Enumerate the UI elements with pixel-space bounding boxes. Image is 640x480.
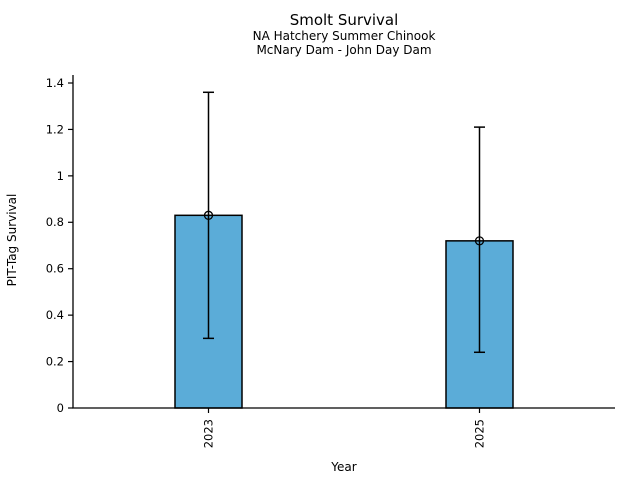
chart-subtitle-line2: McNary Dam - John Day Dam bbox=[256, 43, 431, 57]
x-axis-label: Year bbox=[330, 460, 356, 474]
bars-group bbox=[174, 214, 514, 409]
error-bars-group bbox=[203, 91, 485, 354]
y-tick-label: 0 bbox=[57, 401, 64, 415]
y-tick-label: 0.4 bbox=[46, 308, 64, 322]
x-tick-label: 2025 bbox=[472, 419, 486, 448]
data-point-marker-2025 bbox=[474, 236, 485, 246]
chart-subtitle-line1: NA Hatchery Summer Chinook bbox=[253, 29, 436, 43]
y-tick-label: 1 bbox=[57, 169, 64, 183]
y-tick-label: 1.2 bbox=[46, 122, 64, 136]
axes-group: 0 0.2 0.4 0.6 0.8 1 1.2 1.4 2023 2025 bbox=[46, 75, 615, 448]
y-axis-label: PIT-Tag Survival bbox=[5, 194, 19, 287]
y-tick-label: 0.6 bbox=[46, 262, 64, 276]
x-tick-label: 2023 bbox=[201, 419, 215, 448]
data-point-marker-2023 bbox=[203, 210, 214, 220]
y-tick-label: 0.2 bbox=[46, 354, 64, 368]
y-tick-label: 0.8 bbox=[46, 215, 64, 229]
y-tick-label: 1.4 bbox=[46, 76, 64, 90]
chart-title: Smolt Survival bbox=[290, 11, 399, 29]
